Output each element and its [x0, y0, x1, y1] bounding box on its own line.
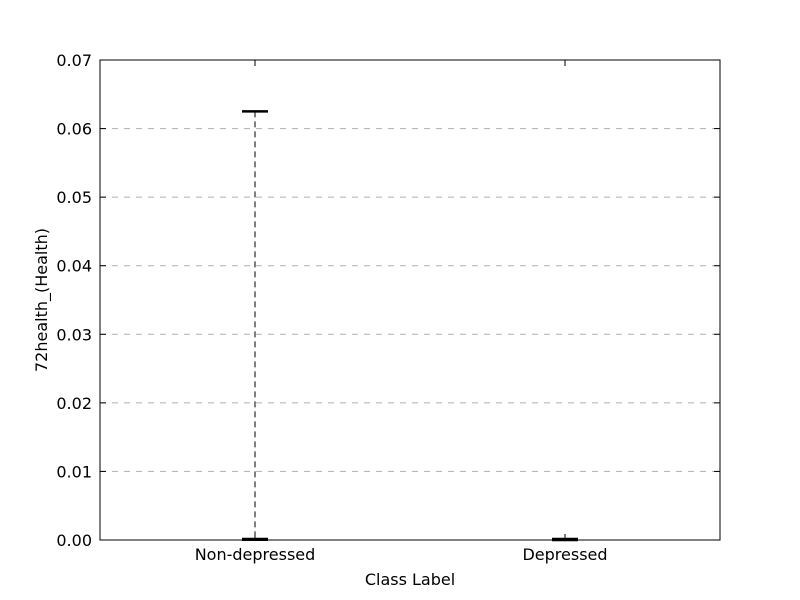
y-axis-label: 72health_(Health): [32, 228, 52, 372]
x-tick-label: Depressed: [522, 545, 607, 564]
y-axis-ticks: 0.00 0.01 0.02 0.03 0.04 0.05 0.06 0.07: [56, 51, 720, 550]
y-tick-label: 0.02: [56, 394, 92, 413]
y-tick-label: 0.03: [56, 325, 92, 344]
grid-lines: [100, 128, 720, 472]
y-tick-label: 0.05: [56, 188, 92, 207]
x-tick-label: Non-depressed: [195, 545, 316, 564]
y-tick-label: 0.07: [56, 51, 92, 70]
y-tick-label: 0.06: [56, 120, 92, 139]
box-series: [242, 110, 578, 542]
x-axis-label: Class Label: [365, 570, 455, 589]
y-tick-label: 0.00: [56, 531, 92, 550]
y-tick-label: 0.04: [56, 257, 92, 276]
box-non-depressed: [242, 110, 268, 541]
x-axis-ticks: Non-depressed Depressed: [195, 60, 608, 564]
plot-frame: [99, 59, 721, 541]
y-tick-label: 0.01: [56, 462, 92, 481]
